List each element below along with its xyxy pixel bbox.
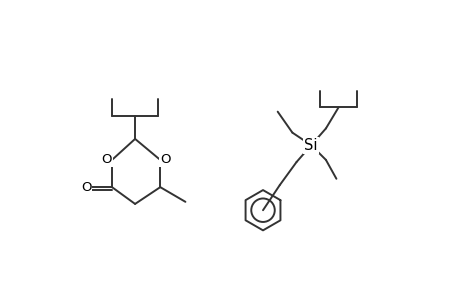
Text: Si: Si [304,138,317,153]
Text: O: O [81,181,91,194]
Text: O: O [160,153,171,167]
Text: O: O [101,153,112,167]
